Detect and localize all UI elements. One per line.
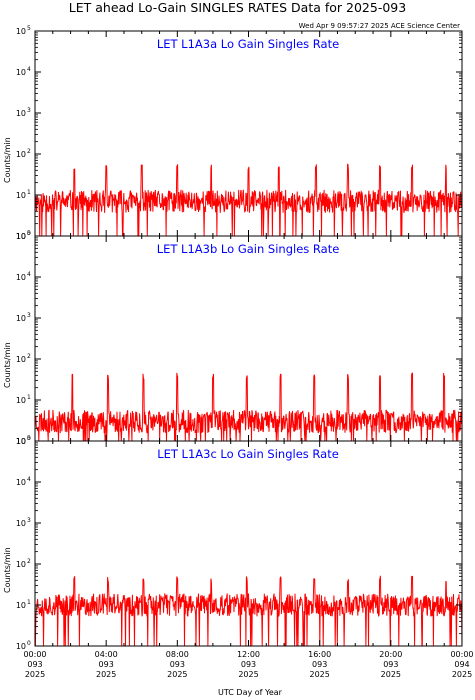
- x-axis-label: UTC Day of Year: [218, 688, 283, 697]
- x-tick-year: 2025: [25, 670, 45, 679]
- y-tick-label: 10: [16, 273, 26, 282]
- y-tick-label: 10: [16, 109, 26, 118]
- x-tick-year: 2025: [96, 670, 116, 679]
- y-tick-exponent: 5: [27, 25, 31, 32]
- y-tick-label: 10: [16, 478, 26, 487]
- y-tick-exponent: 0: [27, 640, 31, 647]
- y-tick-label: 10: [16, 642, 26, 651]
- plot-frame: [34, 440, 463, 647]
- y-tick-exponent: 1: [27, 189, 31, 196]
- y-tick-exponent: 1: [27, 394, 31, 401]
- x-tick-doy: 093: [383, 660, 398, 669]
- y-tick-label: 10: [16, 27, 26, 36]
- y-tick-exponent: 4: [27, 66, 31, 73]
- x-tick-time: 04:00: [95, 650, 118, 659]
- y-tick-label: 10: [16, 519, 26, 528]
- x-tick-year: 2025: [381, 670, 401, 679]
- figure-title: LET ahead Lo-Gain SINGLES RATES Data for…: [69, 0, 406, 15]
- y-tick-exponent: 2: [27, 558, 31, 565]
- x-tick-time: 00:00: [23, 650, 46, 659]
- x-tick-time: 16:00: [308, 650, 331, 659]
- x-tick-time: 08:00: [166, 650, 189, 659]
- y-tick-exponent: 0: [27, 230, 31, 237]
- y-tick-label: 10: [16, 437, 26, 446]
- x-tick-year: 2025: [309, 670, 329, 679]
- y-tick-label: 10: [16, 560, 26, 569]
- series-line: [34, 163, 463, 237]
- y-axis-label: Counts/min: [3, 547, 12, 593]
- x-tick-doy: 093: [99, 660, 114, 669]
- series-line: [34, 372, 463, 442]
- x-tick-year: 2025: [452, 670, 472, 679]
- y-tick-label: 10: [16, 232, 26, 241]
- y-tick-exponent: 5: [27, 230, 31, 237]
- y-tick-exponent: 3: [27, 312, 31, 319]
- y-tick-exponent: 5: [27, 435, 31, 442]
- plot-frame: [34, 235, 463, 442]
- y-tick-exponent: 3: [27, 517, 31, 524]
- timestamp: Wed Apr 9 09:57:27 2025 ACE Science Cent…: [299, 22, 460, 30]
- y-tick-label: 10: [16, 150, 26, 159]
- x-tick-year: 2025: [238, 670, 258, 679]
- y-tick-exponent: 2: [27, 353, 31, 360]
- panel-title: LET L1A3c Lo Gain Singles Rate: [157, 447, 339, 461]
- y-tick-exponent: 4: [27, 476, 31, 483]
- x-tick-time: 12:00: [237, 650, 260, 659]
- x-tick-time: 00:00: [450, 650, 473, 659]
- series-line: [34, 575, 463, 647]
- y-tick-label: 10: [16, 396, 26, 405]
- panel-title: LET L1A3a Lo Gain Singles Rate: [157, 37, 339, 51]
- y-tick-exponent: 1: [27, 599, 31, 606]
- y-tick-label: 10: [16, 314, 26, 323]
- x-tick-doy: 094: [454, 660, 469, 669]
- y-tick-label: 10: [16, 232, 26, 241]
- y-tick-label: 10: [16, 68, 26, 77]
- x-tick-doy: 093: [241, 660, 256, 669]
- x-tick-doy: 093: [27, 660, 42, 669]
- x-tick-doy: 093: [312, 660, 327, 669]
- y-tick-exponent: 2: [27, 148, 31, 155]
- x-tick-time: 20:00: [379, 650, 402, 659]
- y-axis-label: Counts/min: [3, 137, 12, 183]
- y-tick-label: 10: [16, 601, 26, 610]
- y-tick-label: 10: [16, 355, 26, 364]
- y-tick-label: 10: [16, 191, 26, 200]
- panel-title: LET L1A3b Lo Gain Singles Rate: [157, 242, 340, 256]
- x-tick-doy: 093: [170, 660, 185, 669]
- y-tick-exponent: 4: [27, 271, 31, 278]
- y-tick-label: 10: [16, 437, 26, 446]
- y-tick-exponent: 3: [27, 107, 31, 114]
- x-tick-year: 2025: [167, 670, 187, 679]
- y-tick-exponent: 0: [27, 435, 31, 442]
- y-axis-label: Counts/min: [3, 342, 12, 388]
